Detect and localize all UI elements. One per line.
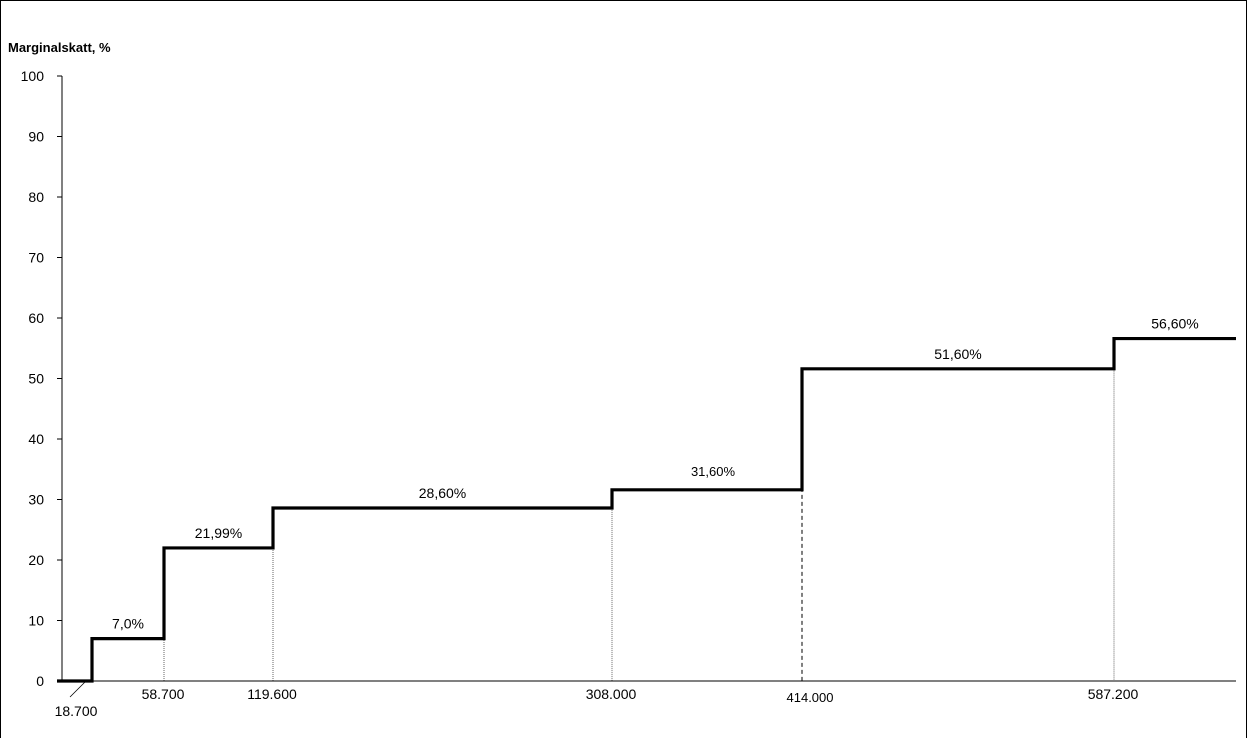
rate-label: 21,99%: [195, 525, 242, 541]
y-axis-title: Marginalskatt, %: [8, 40, 111, 55]
y-tick-label: 60: [28, 310, 44, 326]
threshold-label: 414.000: [787, 690, 834, 705]
y-tick-label: 0: [36, 673, 44, 689]
threshold-label: 18.700: [55, 703, 98, 719]
threshold-label: 58.700: [142, 686, 185, 702]
y-tick-label: 50: [28, 371, 44, 387]
axes: 0 10 20 30 40 50 60 70 80 90 100: [21, 68, 1236, 689]
y-tick-label: 20: [28, 552, 44, 568]
threshold-label: 587.200: [1088, 686, 1139, 702]
y-tick-label: 30: [28, 492, 44, 508]
threshold-label: 308.000: [586, 686, 637, 702]
marginal-rate-step-line: [57, 336, 1236, 683]
threshold-guides: 18.700 58.700 119.600 308.000 414.000 587.200: [55, 338, 1139, 719]
rate-label: 28,60%: [419, 485, 466, 501]
y-tick-label: 40: [28, 431, 44, 447]
step-series: [57, 336, 1236, 683]
threshold-label: 119.600: [247, 686, 297, 702]
rate-label: 31,60%: [691, 464, 736, 479]
y-tick-label: 70: [28, 250, 44, 266]
y-tick-label: 100: [21, 68, 45, 84]
rate-label: 7,0%: [112, 616, 144, 632]
y-tick-label: 10: [28, 613, 44, 629]
rate-label: 56,60%: [1151, 316, 1198, 332]
y-tick-label: 90: [28, 129, 44, 145]
rate-label: 51,60%: [934, 346, 981, 362]
threshold-leader-line: [69, 680, 87, 698]
y-tick-label: 80: [28, 189, 44, 205]
data-labels: 7,0% 21,99% 28,60% 31,60% 51,60% 56,60%: [112, 316, 1199, 632]
